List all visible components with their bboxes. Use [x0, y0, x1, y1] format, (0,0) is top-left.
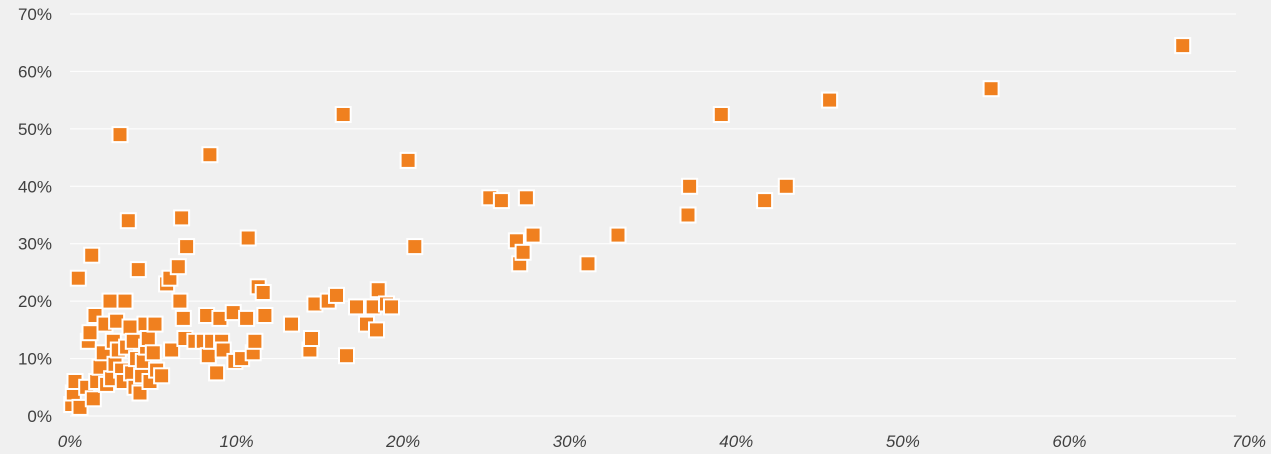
data-point	[199, 347, 217, 365]
data-point	[178, 238, 196, 256]
data-point	[208, 364, 226, 382]
y-tick-label: 0%	[27, 407, 52, 426]
data-point	[146, 315, 164, 333]
data-point	[609, 226, 627, 244]
x-tick-label: 70%	[1232, 432, 1266, 451]
x-axis-tick-labels: 0% 10% 20% 30% 40% 50% 60% 70%	[58, 432, 1266, 451]
data-point	[71, 398, 89, 416]
data-point	[1174, 37, 1192, 55]
y-tick-label: 40%	[18, 177, 52, 196]
data-point	[338, 347, 355, 365]
data-point	[579, 255, 597, 273]
data-point	[328, 286, 345, 304]
data-point	[201, 146, 219, 164]
data-point	[119, 212, 137, 230]
data-point	[369, 281, 387, 299]
x-tick-label: 10%	[220, 432, 254, 451]
data-point	[368, 321, 385, 339]
y-tick-label: 30%	[18, 235, 52, 254]
data-point	[383, 298, 400, 316]
data-point	[348, 298, 365, 316]
data-point	[517, 189, 535, 207]
data-point	[777, 177, 795, 195]
data-point	[111, 126, 129, 144]
x-tick-label: 20%	[385, 432, 420, 451]
data-point	[982, 80, 1000, 98]
data-point	[116, 292, 134, 310]
x-tick-label: 0%	[58, 432, 83, 451]
data-point	[246, 332, 264, 350]
data-point	[171, 292, 189, 310]
data-point	[81, 324, 99, 342]
data-point	[679, 206, 697, 224]
y-axis-tick-labels: 0% 10% 20% 30% 40% 50% 60% 70%	[18, 5, 52, 426]
data-point	[83, 246, 101, 264]
x-tick-label: 30%	[553, 432, 587, 451]
gridlines	[70, 13, 1236, 417]
y-tick-label: 70%	[18, 5, 52, 24]
data-point	[283, 315, 300, 333]
data-point	[169, 258, 187, 276]
data-point	[129, 261, 147, 279]
data-point	[163, 341, 181, 359]
data-point	[256, 307, 274, 324]
y-tick-label: 60%	[18, 62, 52, 81]
data-point	[121, 318, 139, 336]
data-point	[238, 309, 256, 327]
x-tick-label: 60%	[1052, 432, 1086, 451]
data-point	[84, 390, 102, 408]
data-point	[254, 284, 272, 301]
data-point	[139, 330, 157, 347]
data-point	[303, 330, 320, 347]
x-tick-label: 40%	[719, 432, 753, 451]
y-tick-label: 50%	[18, 120, 52, 139]
y-tick-label: 10%	[18, 350, 52, 369]
data-point	[406, 238, 424, 256]
data-point	[681, 177, 699, 195]
data-point	[173, 209, 191, 227]
data-point	[101, 292, 119, 310]
data-point	[756, 192, 774, 210]
data-point	[69, 269, 87, 287]
data-point	[712, 106, 730, 123]
data-point	[821, 91, 839, 109]
data-points	[63, 37, 1192, 416]
data-point	[514, 243, 532, 261]
data-point	[174, 309, 192, 327]
y-tick-label: 20%	[18, 292, 52, 311]
data-point	[239, 229, 257, 247]
data-point	[399, 151, 417, 169]
data-point	[153, 367, 171, 385]
x-tick-label: 50%	[886, 432, 920, 451]
data-point	[524, 226, 542, 244]
data-point	[334, 106, 352, 123]
data-point	[144, 344, 162, 362]
data-point	[492, 192, 510, 210]
